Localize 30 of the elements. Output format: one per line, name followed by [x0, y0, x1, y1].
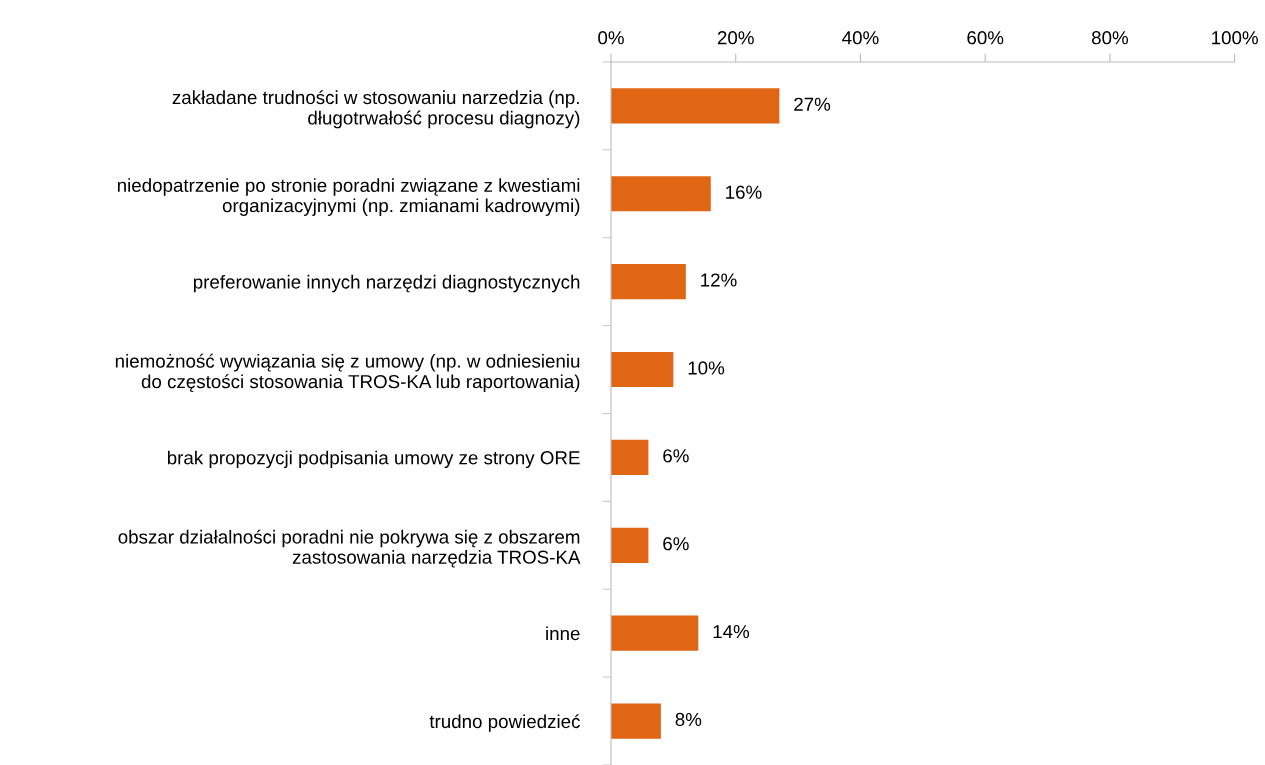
x-tick-label: 100% — [1212, 31, 1258, 45]
y-tick-label: trudno powiedzieć — [429, 714, 580, 732]
data-label: 8% — [675, 712, 702, 727]
y-tick-label: niedopatrzenie po stronie poradni związane z kwestiami organizacyjnymi (np. zmianami kadrowymi) — [117, 178, 580, 216]
data-label: 6% — [663, 537, 689, 551]
data-label: 10% — [688, 361, 725, 375]
data-label: 12% — [701, 273, 737, 287]
bar — [611, 439, 649, 475]
bar — [611, 703, 661, 739]
bar — [611, 264, 686, 300]
x-tick-label: 40% — [842, 31, 879, 45]
data-label: 27% — [794, 97, 831, 111]
data-label: 6% — [663, 449, 689, 463]
x-tick-label: 0% — [598, 31, 624, 45]
x-tick-label: 20% — [717, 31, 754, 45]
y-tick-label: zakładane trudności w stosowaniu narzedzia (np. długotrwałość procesu diagnozy) — [172, 90, 580, 129]
y-tick-label: niemożność wywiązania się z umowy (np. w odniesieniu do częstości stosowania TROS-KA lub raportowania) — [115, 353, 580, 392]
y-tick-label: preferowanie innych narzędzi diagnostycznych — [193, 274, 580, 293]
bar — [611, 88, 780, 124]
bar — [611, 176, 711, 212]
y-tick-label: brak propozycji podpisania umowy ze strony ORE — [167, 450, 580, 469]
x-tick-label: 60% — [967, 31, 1004, 45]
bar — [611, 351, 674, 388]
bar — [611, 527, 649, 563]
y-tick-label: inne — [546, 626, 580, 641]
x-tick-label: 80% — [1091, 31, 1129, 45]
data-label: 16% — [726, 185, 762, 199]
y-tick-label: obszar działalności poradni nie pokrywa się z obszarem zastosowania narzędzia TROS-KA — [118, 529, 581, 568]
data-label: 14% — [713, 625, 750, 639]
bar — [611, 615, 699, 651]
